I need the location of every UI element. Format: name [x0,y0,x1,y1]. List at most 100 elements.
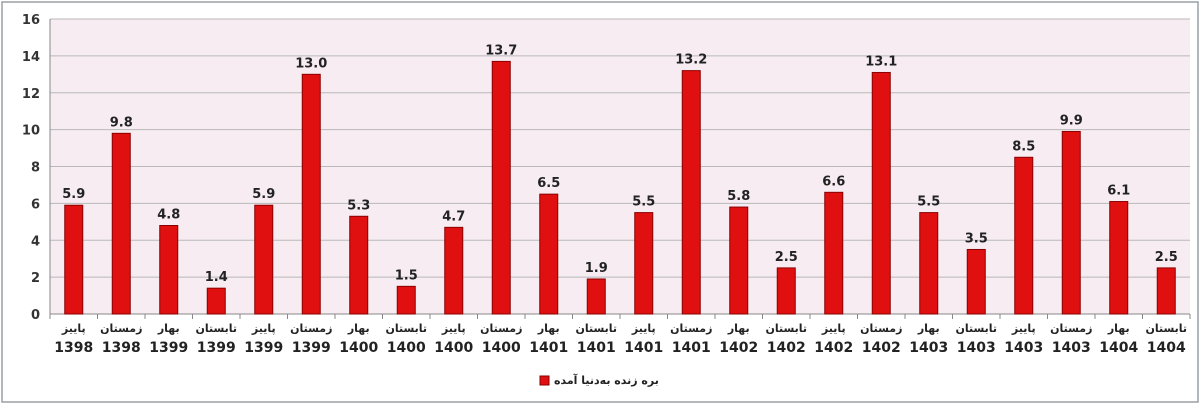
x-tick-label-season: تابستان [765,322,807,335]
x-tick-label-year: 1402 [719,340,758,356]
x-tick-label-season: پاییز [61,322,86,335]
x-tick-label-year: 1401 [624,340,663,356]
legend-swatch [539,375,550,386]
bar [301,73,321,315]
x-tick-label-year: 1403 [909,340,948,356]
x-tick-label-year: 1402 [862,340,901,356]
data-label: 1.9 [585,261,608,276]
y-tick-label: 12 [22,87,40,102]
bar [1156,267,1176,315]
bar [966,248,986,315]
x-tick-label-year: 1403 [1004,340,1043,356]
x-tick-label-season: تابستان [385,322,427,335]
bar [111,132,131,315]
x-tick-label-year: 1399 [149,340,188,356]
x-tick-label-season: بهار [1107,322,1130,335]
y-tick-label: 6 [31,197,40,212]
x-tick-label-season: پاییز [441,322,466,335]
bar [1014,156,1034,315]
data-label: 8.5 [1012,139,1035,154]
data-label: 13.7 [485,43,517,58]
data-label: 5.9 [62,187,85,202]
x-tick-label-year: 1399 [197,340,236,356]
data-label: 5.9 [252,187,275,202]
x-tick-label-season: تابستان [575,322,617,335]
y-tick-label: 14 [22,50,40,65]
data-label: 1.5 [395,268,418,283]
y-tick-label: 16 [22,13,40,28]
y-tick-label: 0 [31,308,40,323]
x-tick-label-season: بهار [157,322,180,335]
bar [681,70,701,315]
legend-label: بره زنده به‌دنیا آمده [554,373,659,387]
data-label: 6.5 [537,176,560,191]
x-tick-label-year: 1404 [1099,340,1138,356]
x-tick-label-year: 1401 [672,340,711,356]
x-tick-label-season: زمستان [1050,322,1092,335]
data-label: 1.4 [205,270,228,285]
x-tick-label-season: تابستان [1145,322,1187,335]
data-label: 2.5 [775,250,798,265]
x-tick-label-year: 1400 [434,340,473,356]
x-tick-label-year: 1401 [529,340,568,356]
x-tick-label-year: 1403 [957,340,996,356]
data-label: 13.2 [675,53,707,68]
x-tick-label-year: 1398 [102,340,141,356]
x-tick-label-season: بهار [727,322,750,335]
data-label: 3.5 [965,231,988,246]
data-label: 4.7 [442,209,465,224]
bar [634,212,654,315]
x-tick-label-season: تابستان [955,322,997,335]
data-label: 5.5 [632,195,655,210]
x-tick-label-season: بهار [347,322,370,335]
data-label: 6.1 [1107,184,1130,199]
x-tick-label-year: 1399 [244,340,283,356]
x-tick-label-season: زمستان [290,322,332,335]
x-tick-label-season: زمستان [860,322,902,335]
bar [1061,130,1081,315]
x-tick-label-year: 1402 [767,340,806,356]
x-tick-label-year: 1399 [292,340,331,356]
x-tick-label-year: 1400 [339,340,378,356]
x-tick-label-season: زمستان [100,322,142,335]
bar [824,191,844,315]
bar [396,285,416,315]
x-tick-label-season: بهار [537,322,560,335]
x-tick-label-year: 1401 [577,340,616,356]
x-tick-label-season: پاییز [251,322,276,335]
bar [444,226,464,315]
bar [871,71,891,315]
x-tick-label-season: پاییز [1011,322,1036,335]
x-tick-label-year: 1402 [814,340,853,356]
data-label: 13.1 [865,54,897,69]
bar [539,193,559,315]
bar [586,278,606,315]
y-tick-label: 8 [31,161,40,176]
data-label: 9.9 [1060,113,1083,128]
data-label: 9.8 [110,115,133,130]
x-tick-label-season: پاییز [821,322,846,335]
x-tick-label-season: بهار [917,322,940,335]
bar [254,204,274,315]
data-label: 2.5 [1155,250,1178,265]
x-tick-label-season: تابستان [195,322,237,335]
data-label: 5.5 [917,195,940,210]
bar [776,267,796,315]
x-tick-label-season: زمستان [480,322,522,335]
bar [159,225,179,315]
x-tick-label-year: 1398 [54,340,93,356]
x-tick-label-year: 1404 [1147,340,1186,356]
x-tick-label-season: زمستان [670,322,712,335]
data-label: 4.8 [157,208,180,223]
bar [491,60,511,315]
data-label: 6.6 [822,174,845,189]
data-label: 5.3 [347,198,370,213]
data-label: 13.0 [295,56,327,71]
bar [64,204,84,315]
data-label: 5.8 [727,189,750,204]
y-tick-label: 2 [31,271,40,286]
bar [729,206,749,315]
x-tick-label-year: 1400 [482,340,521,356]
